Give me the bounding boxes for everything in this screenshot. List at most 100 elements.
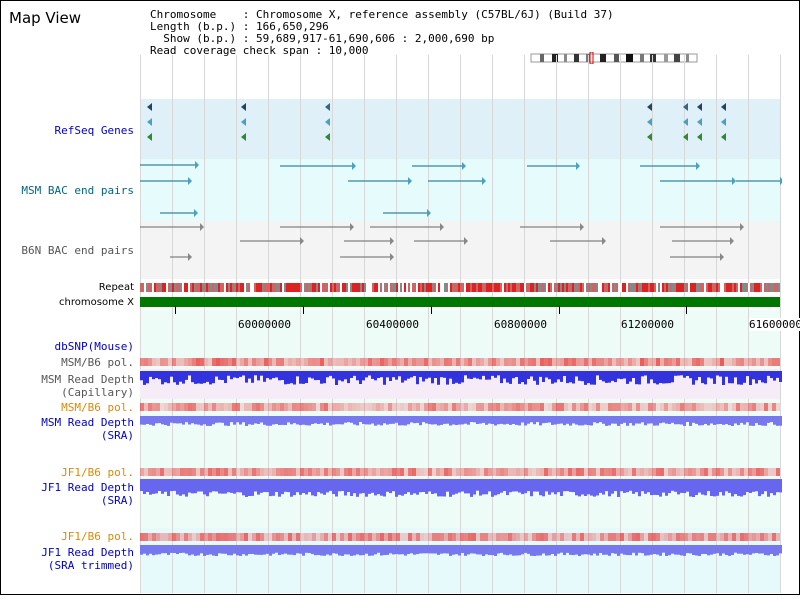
depth-bar [188,416,191,425]
repeat-segment [158,283,160,292]
label-msm-depth-sra[interactable]: MSM Read Depth (SRA) [41,416,134,442]
label-jf1-depth-sra[interactable]: JF1 Read Depth (SRA) [41,481,134,507]
pol-segment [484,403,488,411]
depth-bar [440,545,443,554]
label-msm-pol-2[interactable]: MSM/B6 pol. [61,401,134,414]
label-jf1-pol-2[interactable]: JF1/B6 pol. [61,530,134,543]
pol-segment [300,533,304,541]
pol-segment [376,468,380,476]
depth-bar [242,416,245,423]
pol-segment [432,533,436,541]
repeat-segment [224,283,226,292]
pol-segment [440,358,444,366]
pol-segment [508,533,512,541]
pol-segment [160,403,164,411]
repeat-segment [238,283,240,292]
depth-bar [311,479,314,496]
bac-end [730,237,734,245]
depth-bar [176,479,179,495]
depth-bar [434,545,437,554]
pol-segment [388,533,392,541]
depth-bar [605,371,608,383]
depth-bar [431,371,434,384]
depth-bar [455,416,458,425]
bac-end [720,253,724,261]
depth-bar [527,416,530,424]
pol-segment [228,533,232,541]
depth-bar [611,371,614,381]
depth-bar [515,371,518,377]
depth-bar [383,479,386,497]
depth-bar [233,416,236,425]
pol-segment [156,468,160,476]
pol-segment [612,358,616,366]
label-repeat[interactable]: Repeat [98,282,134,293]
depth-bar [701,545,704,554]
pol-segment [768,533,772,541]
pol-segment [708,358,712,366]
depth-bar [479,545,482,555]
repeat-segment [414,283,416,292]
pol-segment [720,358,724,366]
label-jf1-pol-1[interactable]: JF1/B6 pol. [61,466,134,479]
depth-bar [374,416,377,426]
repeat-segment [182,283,184,292]
depth-bar [410,479,413,495]
depth-bar [713,545,716,554]
pol-segment [564,403,568,411]
depth-bar [386,371,389,378]
depth-bar [692,371,695,385]
repeat-segment [736,283,738,292]
tick-label-4: 61200000 [621,318,674,331]
pol-segment [760,358,764,366]
pol-segment [516,468,520,476]
depth-bar [248,371,251,379]
pol-segment [176,358,180,366]
depth-bar [254,371,257,376]
depth-bar [557,416,560,424]
repeat-segment [690,283,692,292]
depth-bar [425,545,428,554]
pol-segment [240,533,244,541]
depth-bar [479,416,482,424]
depth-bar [569,545,572,555]
pol-segment [564,533,568,541]
pol-segment [312,358,316,366]
label-jf1-depth-trim[interactable]: JF1 Read Depth (SRA trimmed) [41,546,134,572]
pol-segment [512,403,516,411]
label-chromosome[interactable]: chromosome X [59,297,134,308]
depth-bar [236,545,239,556]
depth-bar [599,545,602,553]
depth-bar [464,545,467,556]
depth-bar [779,479,782,493]
depth-bar [140,545,143,555]
pol-segment [404,403,408,411]
pol-segment [220,358,224,366]
pol-segment [348,533,352,541]
depth-bar [770,416,773,423]
repeat-segment [410,283,412,292]
repeat-segment [252,283,254,292]
pol-segment [552,358,556,366]
depth-bar [380,479,383,496]
repeat-segment [710,283,712,292]
label-refseq[interactable]: RefSeq Genes [54,124,134,137]
depth-bar [170,371,173,377]
label-dbsnp[interactable]: dbSNP(Mouse) [54,340,134,353]
repeat-segment [388,283,390,292]
depth-bar [608,371,611,383]
pol-segment [500,403,504,411]
label-msm-pol-1[interactable]: MSM/B6 pol. [61,356,134,369]
depth-bar [443,545,446,554]
pol-segment [300,358,304,366]
pol-segment [296,468,300,476]
pol-segment [728,403,732,411]
pol-segment [356,468,360,476]
feature-tracks[interactable] [140,99,782,599]
depth-bar [278,416,281,425]
label-b6n-bac[interactable]: B6N BAC end pairs [21,244,134,257]
label-msm-bac[interactable]: MSM BAC end pairs [21,184,134,197]
label-msm-depth-cap[interactable]: MSM Read Depth (Capillary) [41,373,134,399]
repeat-segment [752,283,754,292]
pol-segment [732,468,736,476]
